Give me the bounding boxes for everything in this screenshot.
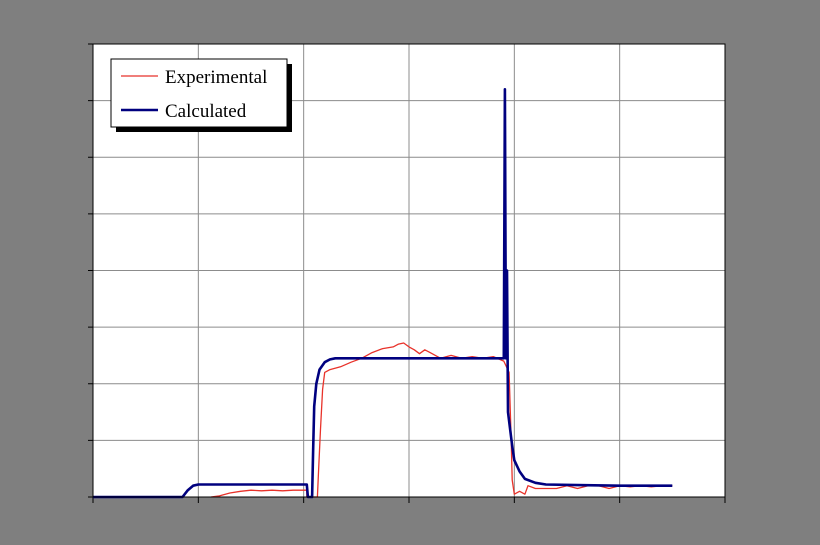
legend-label-calculated: Calculated	[165, 101, 247, 122]
series-line-experimental	[210, 342, 673, 498]
legend-box	[110, 58, 288, 128]
axis-ticks	[88, 43, 726, 503]
series-line-calculated	[93, 88, 673, 499]
legend: Experimental Calculated	[110, 58, 292, 132]
plot-frame	[92, 43, 726, 498]
series-layer	[93, 88, 673, 499]
legend-label-experimental: Experimental	[165, 67, 267, 88]
